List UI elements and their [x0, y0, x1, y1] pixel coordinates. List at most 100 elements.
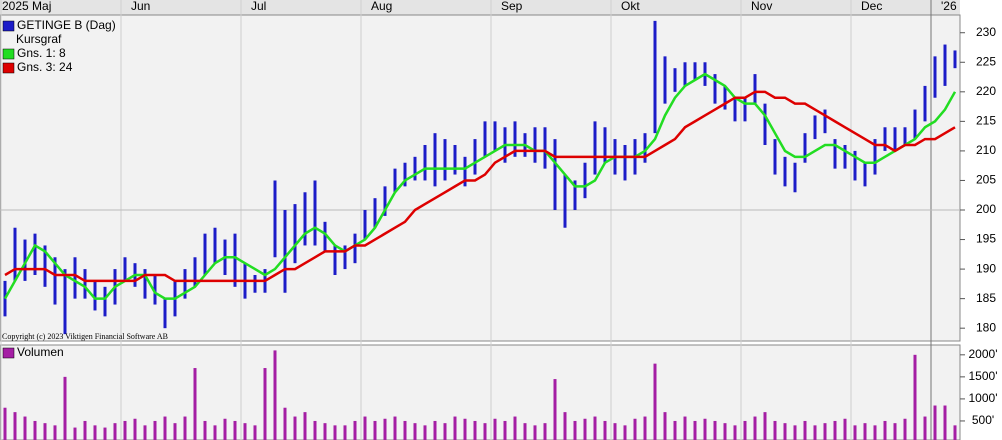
volume-bar [533, 425, 537, 440]
y-tick-label: 190 [976, 261, 996, 275]
volume-bar [63, 376, 67, 440]
volume-bar [433, 420, 437, 440]
volume-bar [543, 423, 547, 440]
volume-bar [23, 416, 27, 440]
legend-label: GETINGE B (Dag) [17, 18, 116, 32]
volume-bar [493, 418, 497, 440]
volume-bar [103, 427, 107, 440]
x-tick-label: 2025 Maj [2, 0, 51, 13]
volume-bar [243, 423, 247, 440]
legend-label: Volumen [17, 345, 64, 359]
x-tick-label: Sep [501, 0, 523, 13]
volume-bar [393, 416, 397, 440]
volume-bar [143, 425, 147, 440]
volume-bar [503, 420, 507, 440]
y-tick-label: 195 [976, 232, 996, 246]
volume-bar [413, 423, 417, 440]
y-tick-label: 185 [976, 291, 996, 305]
volume-bar [783, 423, 787, 440]
volume-bar [123, 420, 127, 440]
volume-bar [733, 425, 737, 440]
volume-bar [183, 416, 187, 440]
legend-swatch [2, 347, 15, 359]
y-tick-label: 2000' [969, 347, 998, 361]
volume-bar [303, 412, 307, 440]
moving-average-line [3, 72, 957, 300]
volume-bar [153, 420, 157, 440]
y-tick-label: 220 [976, 84, 996, 98]
volume-bar [553, 379, 557, 440]
volume-bar [843, 418, 847, 440]
volume-bar [223, 418, 227, 440]
volume-bar [703, 418, 707, 440]
volume-bar [483, 423, 487, 440]
volume-bar [593, 416, 597, 440]
volume-bar [33, 420, 37, 440]
y-tick-label: 215 [976, 114, 996, 128]
volume-bar [833, 420, 837, 440]
volume-bar [693, 420, 697, 440]
volume-bar [933, 405, 937, 440]
volume-bar [443, 423, 447, 440]
volume-bar [723, 423, 727, 440]
legend-swatch [2, 48, 15, 60]
y-tick-label: 200 [976, 202, 996, 216]
volume-bar [753, 416, 757, 440]
volume-bar [93, 425, 97, 440]
volume-bar [263, 368, 267, 440]
volume-bar [893, 423, 897, 440]
volume-bar [803, 420, 807, 440]
volume-bar [903, 418, 907, 440]
volume-bar [363, 416, 367, 440]
x-tick-label: '26 [941, 0, 957, 13]
volume-bar [633, 418, 637, 440]
volume-bar [523, 423, 527, 440]
moving-average-line [4, 90, 956, 283]
time-strip [0, 0, 960, 15]
volume-bar [623, 425, 627, 440]
volume-bar [953, 425, 957, 440]
volume-bar [43, 423, 47, 440]
volume-bar [853, 425, 857, 440]
volume-bar [233, 420, 237, 440]
x-tick-label: Nov [751, 0, 772, 13]
volume-bar [343, 425, 347, 440]
legend-label: Gns. 3: 24 [17, 60, 73, 74]
volume-bar [273, 350, 277, 440]
y-tick-label: 225 [976, 54, 996, 68]
y-tick-label: 1500' [969, 369, 998, 383]
volume-bar [353, 420, 357, 440]
volume-bar [683, 416, 687, 440]
volume-bar [373, 420, 377, 440]
volume-bar [403, 420, 407, 440]
volume-bar [613, 423, 617, 440]
volume-bar [253, 425, 257, 440]
volume-bar [663, 412, 667, 440]
volume-bar [293, 416, 297, 440]
y-tick-label: 180 [976, 320, 996, 334]
volume-bar [643, 416, 647, 440]
x-tick-label: Jun [131, 0, 150, 13]
volume-bar [463, 418, 467, 440]
volume-bar [743, 420, 747, 440]
copyright: Copyright (c) 2023 Viktigen Financial So… [2, 332, 168, 341]
volume-bar [213, 425, 217, 440]
volume-bar [913, 354, 917, 440]
volume-bar [283, 407, 287, 440]
volume-panel [0, 344, 961, 440]
volume-bar [823, 423, 827, 440]
volume-bar [943, 405, 947, 440]
volume-bar [73, 427, 77, 440]
volume-bar [773, 420, 777, 440]
volume-bar [563, 412, 567, 440]
legend-swatch [2, 20, 15, 32]
volume-bar [203, 420, 207, 440]
volume-bar [333, 425, 337, 440]
volume-bar [173, 423, 177, 440]
volume-bar [513, 416, 517, 440]
volume-bar [793, 425, 797, 440]
volume-bar [383, 418, 387, 440]
volume-bar [583, 418, 587, 440]
volume-bar [883, 420, 887, 440]
